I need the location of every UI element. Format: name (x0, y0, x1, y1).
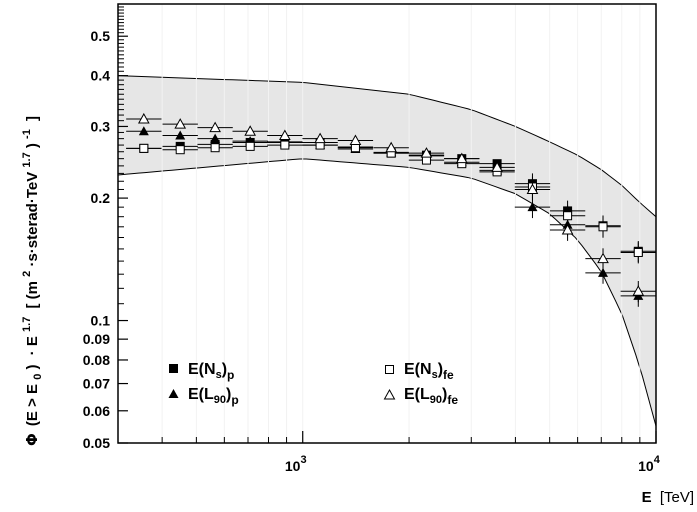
x-tick-label: 104 (638, 454, 661, 474)
y-axis-title-paren-close: ) (24, 143, 41, 148)
y-axis-title-exp: 1.7 (21, 317, 33, 332)
data-point-open-triangle (455, 152, 468, 164)
data-point-open-triangle (278, 129, 291, 141)
y-tick-label: 0.08 (83, 352, 110, 368)
y-tick-label: 0.07 (83, 376, 110, 392)
y-tick-label: 0.06 (83, 403, 110, 419)
x-tick-label: 103 (285, 454, 307, 474)
data-point-open-square (280, 140, 290, 150)
legend-marker-filled-square (169, 364, 178, 373)
data-point-open-triangle (597, 252, 609, 264)
y-axis-title-units: ·s·sterad·TeV (24, 172, 41, 267)
legend-label-l90-p: E(L90)p (188, 386, 239, 407)
axis-ticks-layer: 0.05 0.06 0.07 0.08 0.09 0.1 0.2 0.3 0.4 0.5 103 10… (83, 6, 661, 474)
y-axis-title-phi: Φ (23, 433, 41, 446)
data-point-open-square (139, 143, 149, 153)
x-axis-title-main: E (642, 489, 652, 506)
data-point-open-triangle (137, 112, 150, 124)
legend-marker-open-triangle (383, 388, 396, 400)
y-tick-label: 0.1 (91, 313, 111, 329)
plot-frame (117, 3, 657, 444)
legend-label-ns-fe: E(Ns)fe (404, 361, 454, 382)
legend-item-ns-fe: E(Ns)fe (385, 361, 454, 382)
data-point-open-triangle (314, 132, 326, 144)
data-point-open-triangle (174, 118, 187, 129)
data-point-filled-triangle (175, 130, 186, 140)
y-tick-label: 0.4 (91, 68, 111, 84)
x-axis-title: E [TeV] (642, 489, 694, 506)
data-point-open-triangle (420, 147, 433, 158)
band-upper-edge (117, 75, 657, 218)
x-axis-title-unit: [TeV] (660, 489, 694, 506)
data-point-open-triangle (244, 125, 257, 136)
data-point-filled-triangle (598, 267, 609, 277)
legend: E(Ns)p E(L90)p E(Ns)fe E(L90)fe (168, 361, 458, 407)
y-axis-title-cond: (E > E (24, 384, 41, 426)
y-tick-label: 0.2 (91, 190, 111, 206)
data-point-open-square (210, 143, 220, 153)
data-point-open-square (633, 247, 643, 257)
legend-marker-filled-triangle (168, 389, 179, 398)
y-tick-label: 0.3 (91, 118, 111, 134)
y-axis-title-bracket-open: [ (m (24, 281, 41, 309)
gridlines-layer (161, 4, 641, 443)
y-axis-title-mult: · E (24, 336, 41, 355)
y-tick-label: 0.05 (83, 435, 110, 451)
data-point-filled-triangle (138, 126, 149, 136)
data-point-open-triangle (632, 285, 645, 296)
data-point-open-triangle (385, 141, 398, 153)
legend-item-ns-p: E(Ns)p (169, 361, 234, 382)
y-axis-title-cond-sub: 0 (32, 374, 44, 380)
data-point-filled-triangle (527, 202, 538, 212)
y-axis-title-close: ) (24, 364, 41, 369)
data-point-open-triangle (491, 161, 503, 172)
data-point-filled-triangle (210, 133, 221, 143)
legend-item-l90-fe: E(L90)fe (383, 386, 458, 407)
y-tick-label: 0.5 (91, 28, 111, 44)
y-axis-title-tev-exp: 1.7 (21, 152, 33, 167)
data-point-open-triangle (209, 121, 221, 133)
uncertainty-band (118, 75, 656, 427)
y-axis-title-bracket-close: ] (24, 116, 41, 121)
data-point-open-square (563, 211, 573, 221)
legend-marker-open-square (385, 365, 394, 374)
data-points-layer (126, 112, 656, 307)
data-point-open-triangle (561, 223, 574, 235)
y-axis-title-neg-exp: -1 (21, 129, 33, 139)
data-point-open-square (598, 222, 608, 232)
y-tick-label: 0.09 (83, 331, 110, 347)
data-point-open-square (245, 141, 255, 151)
legend-item-l90-p: E(L90)p (168, 386, 239, 407)
y-axis-title: Φ (E > E 0 ) · E 1.7 [ (m 2 ·s·sterad·Te… (17, 116, 45, 446)
y-axis-title-m-exp: 2 (21, 271, 33, 277)
legend-label-ns-p: E(Ns)p (188, 361, 234, 382)
data-point-open-square (175, 145, 185, 155)
legend-label-l90-fe: E(L90)fe (404, 386, 458, 407)
data-point-open-triangle (349, 134, 362, 146)
data-point-open-triangle (526, 183, 539, 194)
